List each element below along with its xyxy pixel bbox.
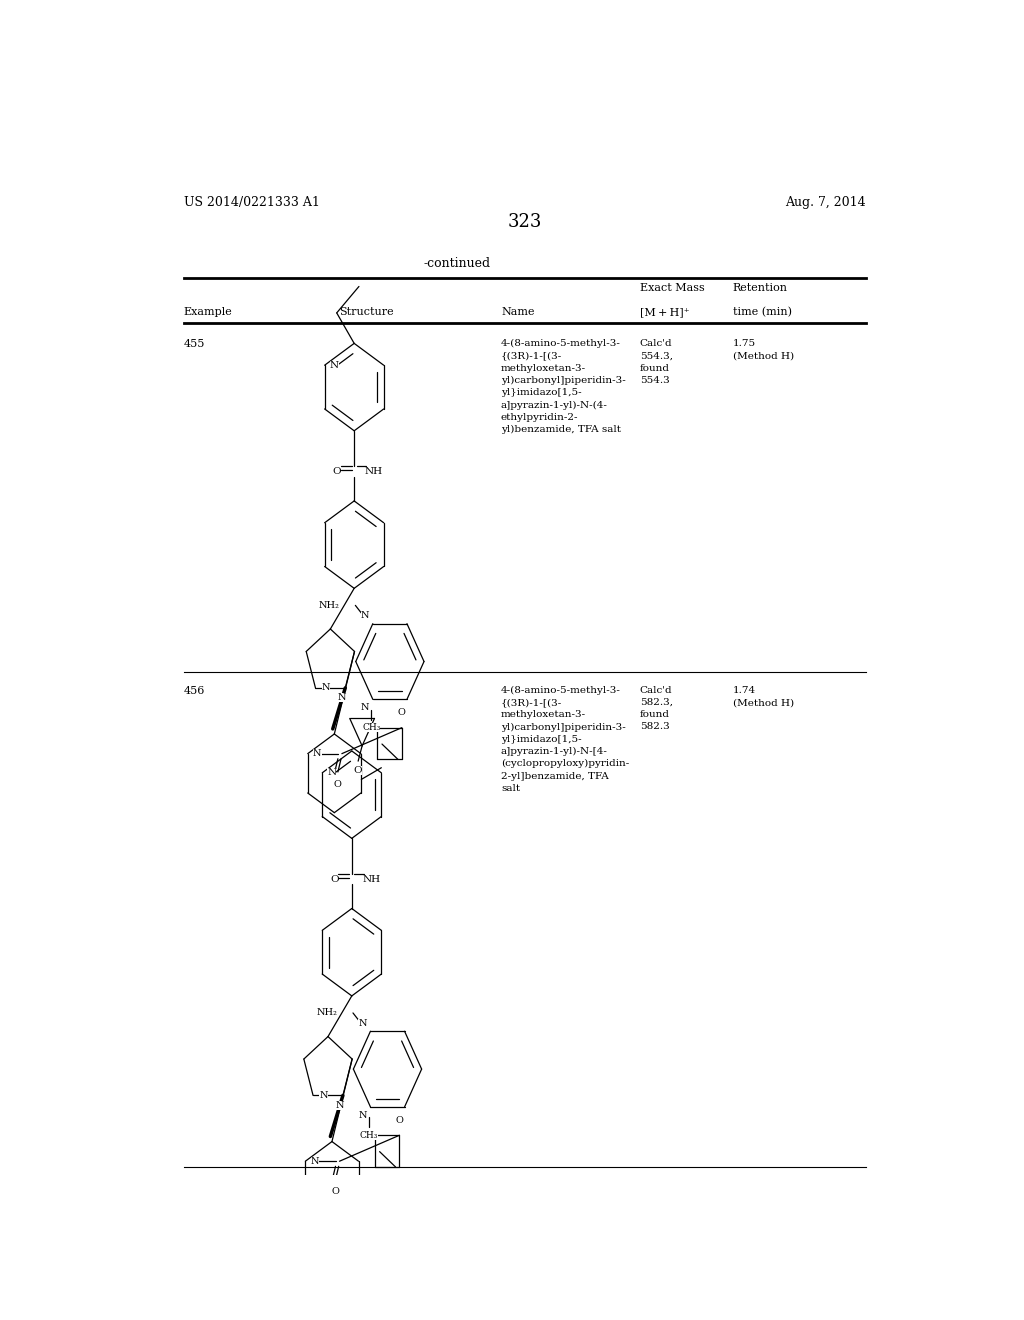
Text: time (min): time (min) [733, 306, 792, 317]
Text: N: N [328, 768, 336, 777]
Text: [M + H]⁺: [M + H]⁺ [640, 306, 689, 317]
Text: Example: Example [183, 306, 232, 317]
Text: 4-(8-amino-5-methyl-3-
{(3R)-1-[(3-
methyloxetan-3-
yl)carbonyl]piperidin-3-
yl}: 4-(8-amino-5-methyl-3- {(3R)-1-[(3- meth… [501, 339, 626, 434]
Text: N: N [358, 1019, 367, 1027]
Text: N: N [313, 750, 322, 758]
Text: CH₃: CH₃ [359, 1131, 378, 1140]
Text: 1.75
(Method H): 1.75 (Method H) [733, 339, 794, 360]
Text: O: O [330, 875, 339, 883]
Text: Exact Mass: Exact Mass [640, 284, 705, 293]
Text: Calc'd
554.3,
found
554.3: Calc'd 554.3, found 554.3 [640, 339, 673, 384]
Text: O: O [333, 467, 341, 477]
Text: -continued: -continued [424, 256, 490, 269]
Text: Name: Name [501, 306, 535, 317]
Text: N: N [336, 1101, 344, 1110]
Text: US 2014/0221333 A1: US 2014/0221333 A1 [183, 195, 319, 209]
Text: N: N [338, 693, 346, 702]
Text: O: O [334, 780, 342, 788]
Text: 456: 456 [183, 686, 205, 696]
Text: Calc'd
582.3,
found
582.3: Calc'd 582.3, found 582.3 [640, 686, 673, 731]
Text: N: N [360, 704, 369, 711]
Text: N: N [358, 1110, 367, 1119]
Text: O: O [398, 708, 406, 717]
Text: NH₂: NH₂ [316, 1008, 337, 1018]
Text: N: N [319, 1090, 328, 1100]
Text: O: O [354, 766, 362, 775]
Text: NH: NH [365, 467, 383, 477]
Text: N: N [322, 684, 330, 692]
Text: 4-(8-amino-5-methyl-3-
{(3R)-1-[(3-
methyloxetan-3-
yl)carbonyl]piperidin-3-
yl}: 4-(8-amino-5-methyl-3- {(3R)-1-[(3- meth… [501, 686, 629, 793]
Text: O: O [395, 1115, 403, 1125]
Text: Aug. 7, 2014: Aug. 7, 2014 [785, 195, 866, 209]
Text: CH₃: CH₃ [362, 723, 381, 733]
Text: 323: 323 [508, 214, 542, 231]
Text: N: N [360, 611, 369, 620]
Text: O: O [332, 1187, 339, 1196]
Text: NH: NH [362, 875, 381, 883]
Text: 455: 455 [183, 339, 205, 350]
Text: N: N [330, 360, 339, 370]
Text: 1.74
(Method H): 1.74 (Method H) [733, 686, 794, 708]
Text: N: N [310, 1156, 319, 1166]
Text: Structure: Structure [339, 306, 393, 317]
Text: NH₂: NH₂ [318, 601, 340, 610]
Text: Retention: Retention [733, 284, 787, 293]
